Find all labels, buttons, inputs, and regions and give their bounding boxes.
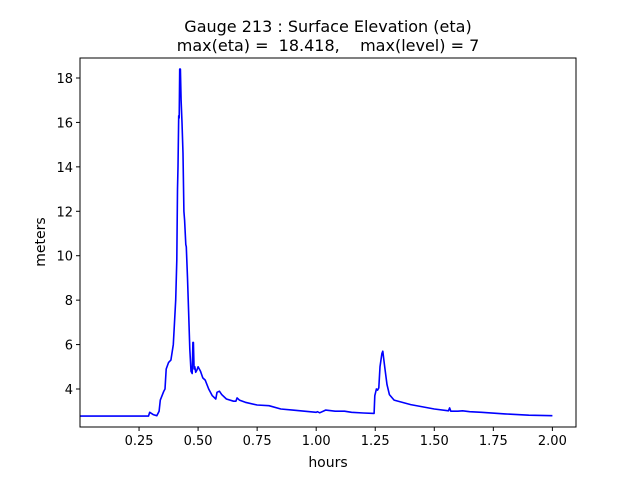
x-tick-label: 1.00 xyxy=(302,434,331,449)
plot-area xyxy=(79,57,577,428)
y-tick-label: 8 xyxy=(65,294,73,309)
y-tick-label: 16 xyxy=(56,116,73,131)
y-tick-label: 4 xyxy=(65,383,73,398)
chart-title: Gauge 213 : Surface Elevation (eta) xyxy=(184,17,471,36)
x-tick-label: 0.75 xyxy=(243,434,272,449)
x-axis-label: hours xyxy=(308,455,347,471)
plot-frame xyxy=(79,57,577,428)
chart-subtitle: max(eta) = 18.418, max(level) = 7 xyxy=(177,36,480,55)
y-tick-label: 10 xyxy=(56,250,73,265)
y-tick-label: 18 xyxy=(56,72,73,87)
y-axis-label: meters xyxy=(33,217,49,266)
series-line-eta xyxy=(80,68,553,417)
y-tick-label: 14 xyxy=(56,161,73,176)
y-axis: 4 6 8 10 12 14 16 18 xyxy=(56,72,80,398)
x-tick-label: 1.75 xyxy=(479,434,508,449)
x-tick-label: 0.25 xyxy=(125,434,154,449)
x-tick-label: 1.50 xyxy=(420,434,449,449)
x-tick-label: 1.25 xyxy=(361,434,390,449)
x-tick-label: 2.00 xyxy=(538,434,567,449)
x-tick-label: 0.50 xyxy=(184,434,213,449)
y-tick-label: 6 xyxy=(65,339,73,354)
x-axis: 0.25 0.50 0.75 1.00 1.25 1.50 1.75 2.00 xyxy=(125,427,567,449)
y-tick-label: 12 xyxy=(56,205,73,220)
